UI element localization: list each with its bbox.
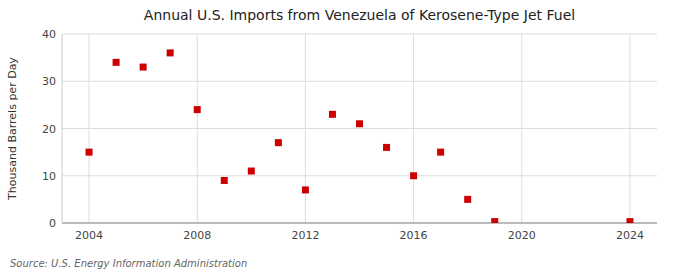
point xyxy=(248,168,255,175)
x-tick-label: 2008 xyxy=(183,229,211,242)
point xyxy=(464,196,471,203)
x-tick-label: 2016 xyxy=(400,229,428,242)
y-grid-line xyxy=(62,175,657,176)
x-axis-line xyxy=(62,223,657,224)
x-grid-line xyxy=(629,34,630,223)
point xyxy=(437,149,444,156)
y-grid-line xyxy=(62,81,657,82)
point xyxy=(167,49,174,56)
y-axis-line xyxy=(62,34,63,223)
point xyxy=(626,218,633,223)
point xyxy=(491,218,498,223)
x-grid-line xyxy=(413,34,414,223)
point xyxy=(275,139,282,146)
point xyxy=(302,186,309,193)
grid xyxy=(62,34,657,223)
point xyxy=(86,149,93,156)
x-tick-label: 2024 xyxy=(616,229,644,242)
chart: Annual U.S. Imports from Venezuela of Ke… xyxy=(0,0,675,275)
source-note: Source: U.S. Energy Information Administ… xyxy=(10,258,247,269)
y-grid-line xyxy=(62,34,657,35)
y-grid-line xyxy=(62,223,657,224)
x-grid-line xyxy=(197,34,198,223)
x-grid-line xyxy=(521,34,522,223)
point xyxy=(329,111,336,118)
point xyxy=(113,59,120,66)
y-tick-label: 30 xyxy=(42,75,56,88)
y-tick-label: 40 xyxy=(42,28,56,41)
y-tick-label: 10 xyxy=(42,170,56,183)
x-grid-line xyxy=(305,34,306,223)
title: Annual U.S. Imports from Venezuela of Ke… xyxy=(144,7,575,23)
y-axis-label: Thousand Barrels per Day xyxy=(6,57,19,201)
point xyxy=(140,64,147,71)
x-tick-label: 2012 xyxy=(291,229,319,242)
points xyxy=(86,49,634,223)
y-tick-label: 20 xyxy=(42,123,56,136)
y-grid-line xyxy=(62,128,657,129)
x-tick-label: 2020 xyxy=(508,229,536,242)
point xyxy=(194,106,201,113)
point xyxy=(221,177,228,184)
point xyxy=(356,120,363,127)
y-tick-label: 0 xyxy=(49,217,56,230)
point xyxy=(410,172,417,179)
x-tick-label: 2004 xyxy=(75,229,103,242)
point xyxy=(383,144,390,151)
x-grid-line xyxy=(89,34,90,223)
